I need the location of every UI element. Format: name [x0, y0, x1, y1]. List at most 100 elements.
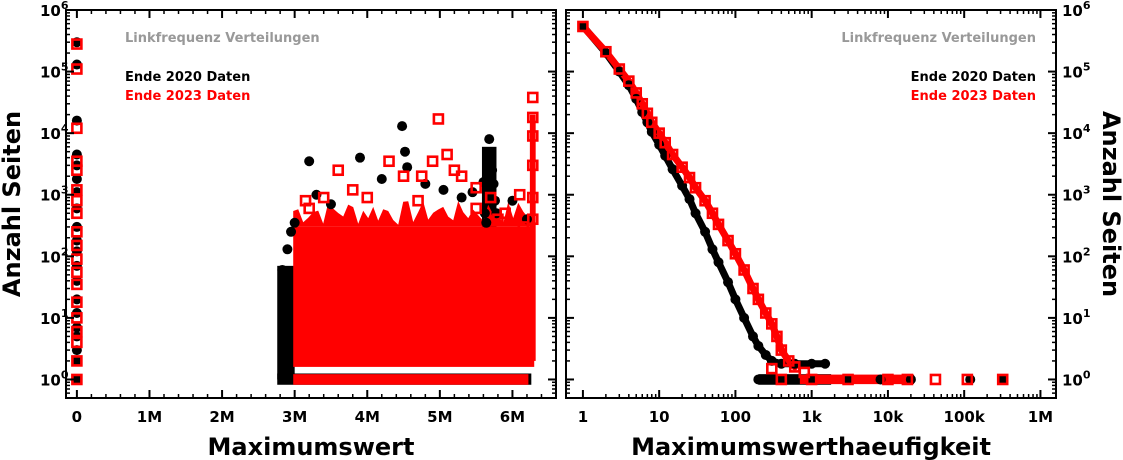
series-2023-point [766, 362, 778, 375]
series-2023-point [71, 207, 83, 220]
legend-entry-2020: Ende 2020 Daten [125, 70, 250, 85]
series-2023-point [71, 355, 83, 367]
series-2023-point [499, 207, 511, 220]
x-tick-label: 1 [578, 408, 588, 426]
plot-area [71, 37, 539, 386]
series-2020-point [487, 165, 498, 176]
y-tick-exponent: 6 [61, 0, 69, 12]
x-tick-label: 5M [427, 408, 452, 426]
series-2020-point [282, 244, 293, 255]
series-2023-point [747, 282, 759, 295]
plot-area [577, 20, 1009, 386]
series-2023-point [613, 63, 626, 75]
series-2023-point [526, 159, 539, 172]
y-tick-label: 101 [40, 307, 69, 328]
series-2023-point [882, 373, 894, 386]
series-2020-point [280, 288, 291, 299]
series-2023-point [766, 318, 778, 330]
series-2020-point [484, 134, 495, 145]
series-2020-point [286, 226, 297, 237]
y-tick-exponent: 4 [61, 122, 69, 135]
series-2023-point [712, 218, 725, 231]
series-2020-point [843, 374, 854, 385]
series-2020-point [355, 152, 365, 163]
y-tick-label: 101 [1062, 307, 1091, 328]
series-2023-point [71, 184, 83, 196]
series-2020-point [713, 257, 724, 268]
series-2023-point [470, 181, 482, 194]
series-2020-point [730, 294, 741, 305]
y-tick-exponent: 1 [1083, 307, 1091, 320]
series-2020-point [71, 374, 82, 385]
series-2023-point [929, 373, 942, 386]
x-tick-label: 100k [944, 408, 986, 426]
series-2023-point [71, 266, 83, 279]
series-2020-point [700, 226, 711, 237]
series-2023-point [303, 202, 315, 215]
series-2020-point [479, 208, 490, 219]
series-2023-point [653, 127, 665, 139]
series-2023-point [901, 373, 914, 386]
series-2023-flat-band [799, 374, 915, 385]
series-2023-point [71, 122, 83, 135]
series-2023-point [383, 155, 395, 168]
series-2020-point [304, 156, 315, 167]
series-2020-point [488, 178, 499, 189]
series-2023-point [71, 336, 83, 349]
series-2023-point [71, 164, 83, 177]
x-tick-label: 2M [209, 408, 234, 426]
series-2023-point [729, 247, 742, 260]
legend-entry-2023: Ende 2023 Daten [125, 89, 250, 104]
series-2020-point [485, 152, 496, 163]
series-2023-point [577, 20, 589, 33]
series-2020-point [667, 164, 678, 175]
series-2023-point [484, 191, 497, 204]
series-2023-point [666, 148, 679, 161]
x-tick-label: 1k [801, 408, 822, 426]
series-2023-point [332, 164, 345, 177]
y-tick-label: 104 [40, 122, 69, 143]
series-2023-point [526, 111, 539, 124]
x-tick-label: 6M [500, 408, 525, 426]
series-2023-point [645, 116, 658, 129]
series-2020-point [289, 217, 300, 228]
x-tick-label: 4M [355, 408, 380, 426]
series-2023-point [659, 136, 672, 149]
x-tick-label: 100 [720, 408, 751, 426]
x-tick-label: 10 [649, 408, 670, 426]
y-tick-exponent: 5 [1083, 61, 1091, 74]
series-2023-point [961, 373, 974, 386]
y-tick-exponent: 5 [61, 61, 69, 74]
series-2023-point [752, 293, 765, 306]
series-2020-point [747, 331, 758, 342]
series-2023-point [630, 87, 643, 99]
series-2020-point [690, 208, 701, 219]
legend-entry-2020: Ende 2020 Daten [911, 70, 1036, 85]
series-2023-point [996, 373, 1009, 386]
series-2023-point [600, 45, 612, 58]
y-tick-label: 102 [40, 245, 69, 266]
series-2020-point [753, 340, 764, 351]
y-tick-label: 105 [40, 61, 69, 82]
x-tick-label: 3M [282, 408, 307, 426]
series-2023-point [455, 170, 468, 182]
plot-frame [565, 9, 1057, 399]
series-2023-point [317, 191, 330, 204]
series-2020-point [806, 358, 817, 369]
series-2020-point [723, 277, 734, 288]
chart-title: Linkfrequenz Verteilungen [841, 31, 1036, 46]
series-2020-point [707, 244, 718, 255]
series-2023-point [432, 113, 445, 125]
series-2023-point [71, 38, 83, 50]
series-2020-point [577, 20, 588, 31]
series-2023-point [71, 296, 83, 308]
series-2020-point [776, 374, 787, 385]
y-tick-exponent: 3 [61, 184, 69, 197]
series-2023-point [526, 213, 539, 226]
series-2020-point [684, 194, 695, 205]
y-tick-exponent: 1 [61, 307, 69, 320]
y-tick-exponent: 0 [1083, 368, 1091, 381]
series-2020-point [71, 174, 82, 185]
series-2023-point [526, 130, 539, 142]
